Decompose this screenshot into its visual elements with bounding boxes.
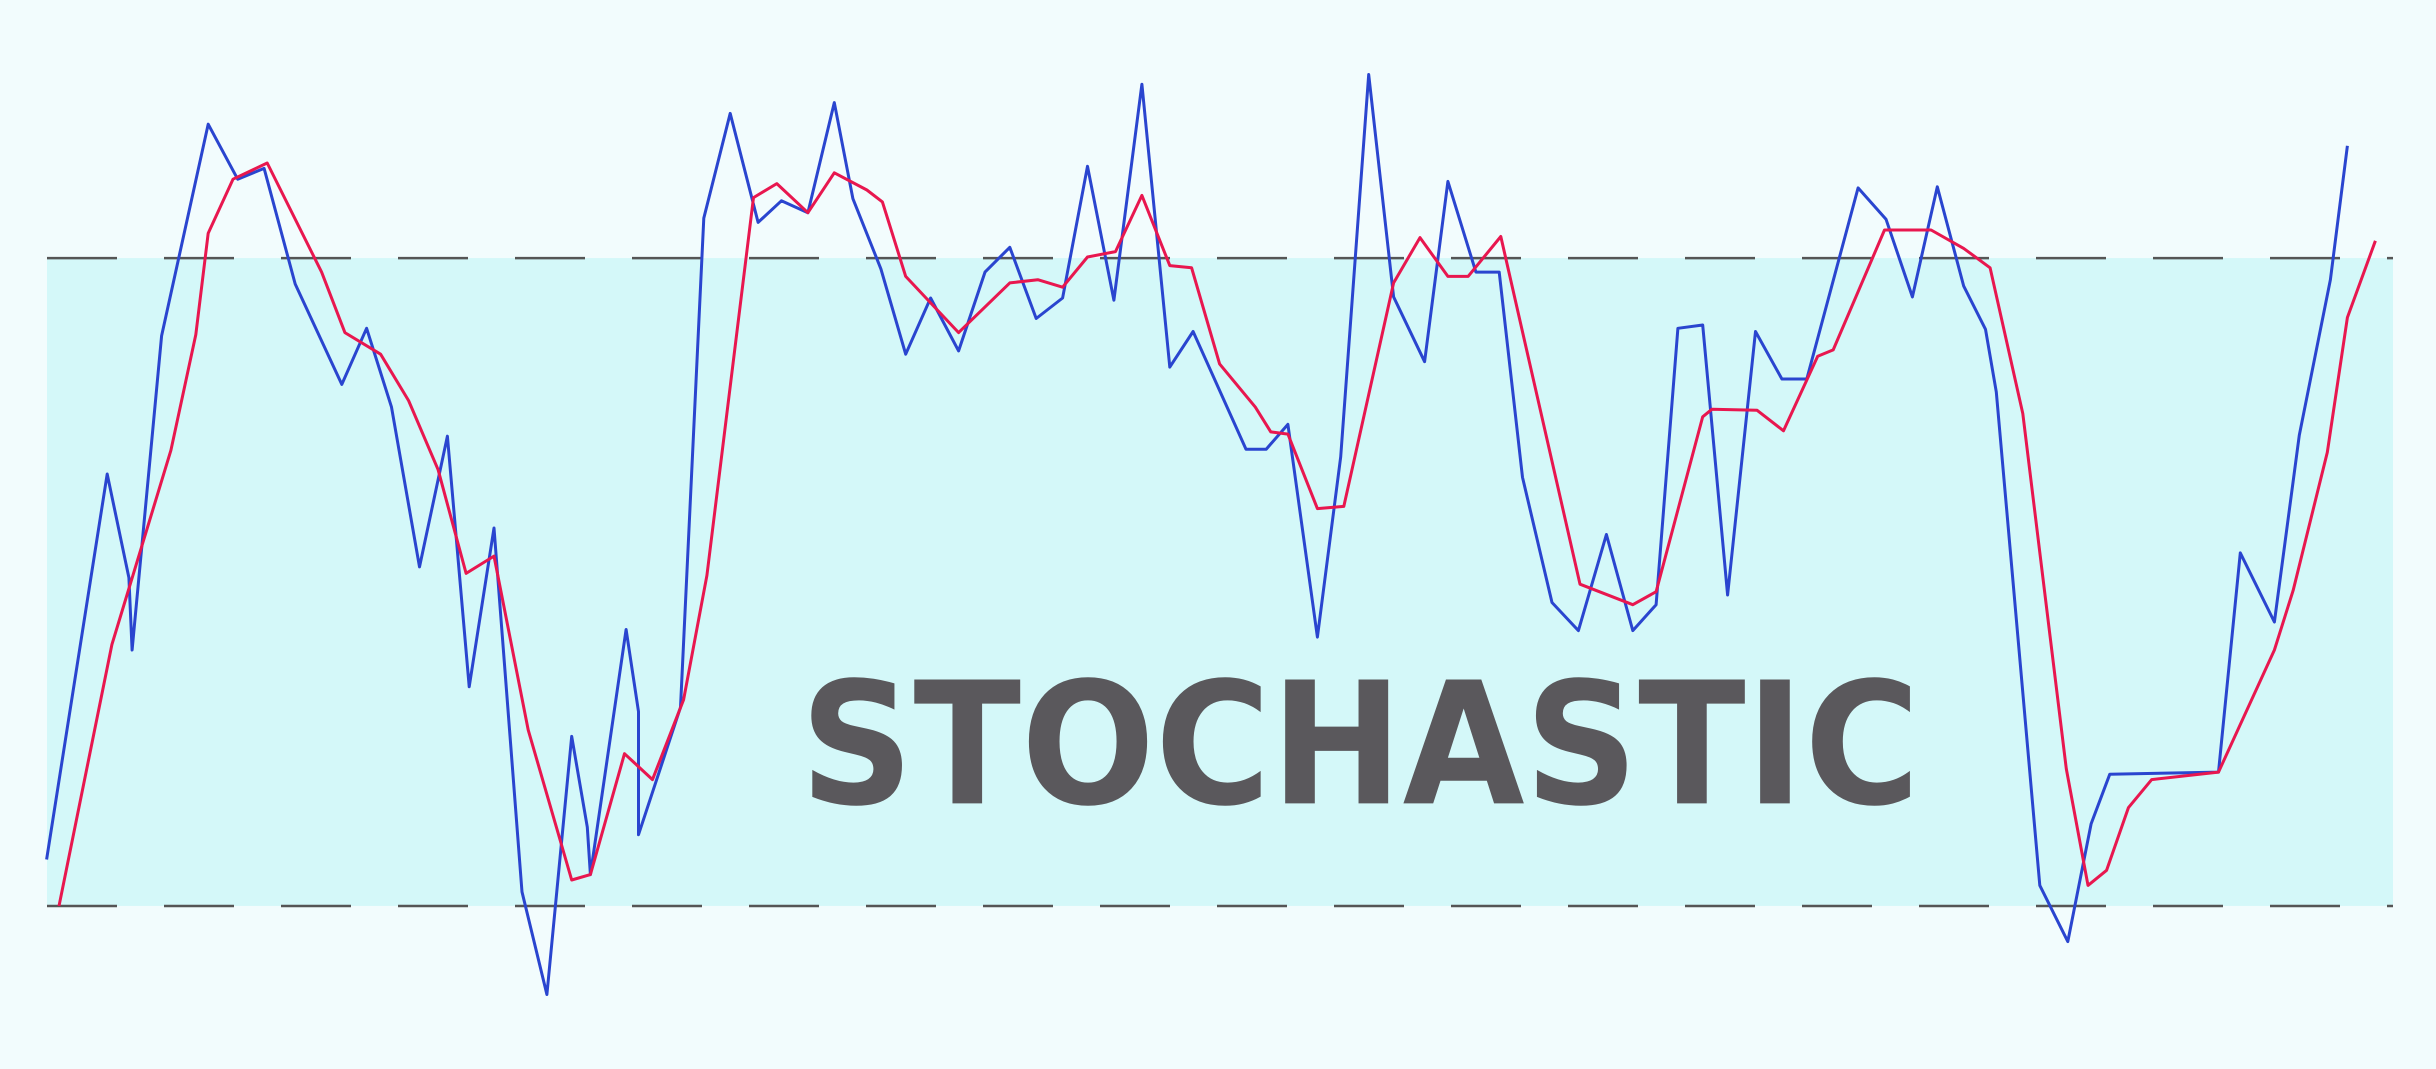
series-line (45, 73, 2349, 996)
line-layer (45, 73, 2377, 996)
chart-title: STOCHASTIC (800, 646, 1920, 844)
series-line (57, 161, 2377, 907)
